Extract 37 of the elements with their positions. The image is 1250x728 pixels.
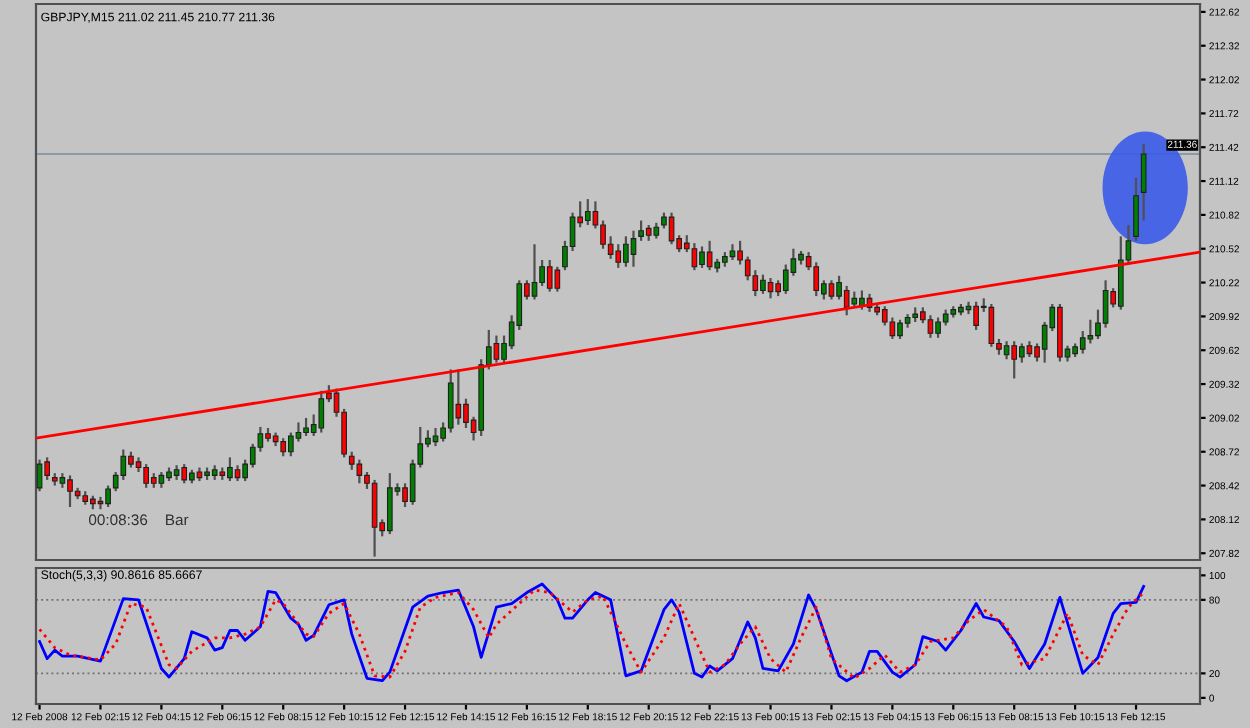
- candlestick: [143, 463, 149, 489]
- candlestick: [67, 474, 73, 509]
- candlestick: [1140, 142, 1147, 222]
- candlestick: [836, 274, 842, 301]
- candlestick: [280, 437, 287, 458]
- candlestick: [356, 458, 363, 485]
- candlestick: [927, 314, 934, 339]
- candlestick: [105, 484, 111, 509]
- candlestick: [1102, 279, 1109, 329]
- candlestick: [699, 245, 705, 270]
- candlestick: [1018, 342, 1025, 364]
- candlestick: [615, 243, 622, 270]
- candlestick: [760, 273, 766, 295]
- candlestick: [988, 302, 995, 348]
- candlestick: [623, 235, 629, 268]
- candlestick: [227, 456, 233, 483]
- candlestick: [303, 416, 309, 438]
- candlestick: [447, 368, 454, 434]
- candlestick: [706, 239, 713, 272]
- candlestick: [432, 426, 439, 448]
- candlestick: [1003, 340, 1010, 361]
- candlestick: [691, 241, 698, 272]
- candlestick: [584, 198, 591, 227]
- candlestick: [973, 300, 979, 332]
- candlestick: [181, 463, 188, 485]
- candlestick: [843, 284, 850, 317]
- candlestick: [531, 243, 538, 301]
- candlestick: [897, 318, 903, 341]
- candlestick: [546, 258, 553, 293]
- candlestick: [318, 389, 325, 434]
- candlestick: [828, 279, 835, 301]
- candlestick: [386, 472, 393, 536]
- candlestick: [1011, 340, 1018, 380]
- candlestick: [493, 334, 500, 364]
- candlestick: [935, 316, 941, 339]
- candlestick: [554, 265, 561, 293]
- candlestick: [455, 368, 462, 426]
